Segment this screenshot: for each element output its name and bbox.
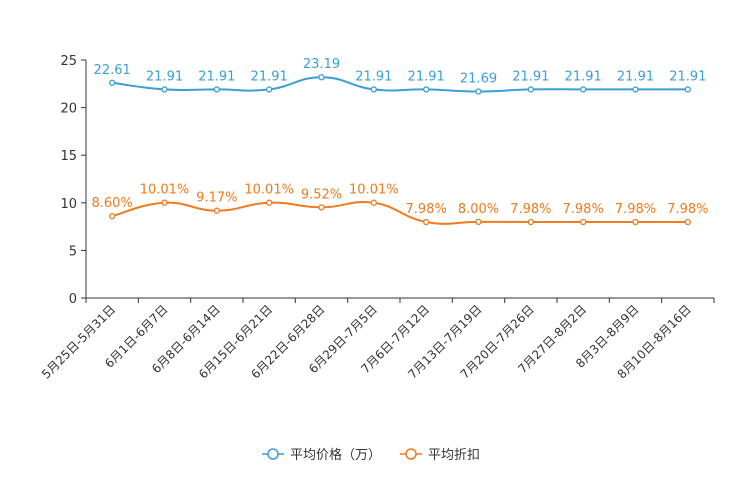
data-point[interactable]	[684, 86, 691, 93]
data-point[interactable]	[632, 86, 639, 93]
data-label: 7.98%	[510, 202, 551, 217]
data-label: 7.98%	[563, 202, 604, 217]
data-point[interactable]	[370, 86, 377, 93]
data-point[interactable]	[213, 207, 220, 214]
data-point[interactable]	[161, 199, 168, 206]
data-label: 10.01%	[244, 183, 294, 198]
axes: 05101520255月25日-5月31日6月1日-6月7日6月8日-6月14日…	[39, 54, 715, 382]
data-label: 22.61	[94, 63, 131, 78]
data-label: 9.17%	[196, 191, 237, 206]
data-point[interactable]	[370, 199, 377, 206]
data-label: 21.91	[408, 69, 445, 84]
data-label: 7.98%	[667, 202, 708, 217]
data-label: 8.60%	[92, 196, 133, 211]
data-point[interactable]	[109, 79, 116, 86]
data-point[interactable]	[266, 199, 273, 206]
data-point[interactable]	[632, 218, 639, 226]
data-label: 7.98%	[406, 202, 447, 217]
series-line	[112, 76, 688, 93]
series-line	[111, 200, 688, 225]
series-layer: 22.61 21.91 21.91 21.91 23.19 21.91 21.91 21.69…	[92, 57, 708, 226]
legend-marker-icon	[405, 448, 417, 460]
data-label: 21.69	[460, 72, 497, 87]
y-tick-label: 20	[60, 102, 77, 117]
legend-label: 平均价格（万）	[290, 447, 381, 463]
data-label: 21.91	[355, 69, 392, 84]
data-label: 8.00%	[458, 202, 499, 217]
data-point[interactable]	[109, 212, 116, 220]
data-point[interactable]	[527, 218, 534, 226]
legend-marker-icon	[267, 448, 279, 460]
y-tick-label: 10	[60, 197, 77, 212]
data-point[interactable]	[423, 218, 430, 226]
data-label: 21.91	[669, 69, 706, 84]
data-label: 10.01%	[140, 183, 190, 198]
legend-label: 平均折扣	[428, 448, 480, 463]
legend[interactable]: 平均价格（万） 平均折扣	[262, 447, 480, 463]
legend-item-2[interactable]: 平均折扣	[400, 448, 480, 463]
data-label: 23.19	[303, 57, 340, 72]
data-point[interactable]	[423, 86, 430, 93]
data-label: 21.91	[512, 69, 549, 84]
data-point[interactable]	[266, 86, 273, 93]
data-point[interactable]	[318, 74, 325, 81]
data-label: 21.91	[617, 69, 654, 84]
data-point[interactable]	[684, 218, 691, 226]
data-label: 21.91	[198, 69, 235, 84]
data-point[interactable]	[318, 204, 325, 211]
y-tick-label: 5	[69, 244, 77, 259]
data-label: 21.91	[565, 69, 602, 84]
data-label: 10.01%	[349, 183, 399, 198]
data-point[interactable]	[475, 218, 482, 225]
series-2: 8.60% 10.01% 9.17% 10.01% 9.52% 10.01% 7.98% 8.…	[92, 183, 708, 226]
data-point[interactable]	[580, 86, 587, 93]
y-tick-label: 0	[69, 292, 77, 307]
data-point[interactable]	[161, 86, 168, 93]
data-label: 7.98%	[615, 202, 656, 217]
series-1: 22.61 21.91 21.91 21.91 23.19 21.91 21.91 21.69…	[94, 57, 706, 95]
data-point[interactable]	[527, 86, 534, 93]
data-label: 21.91	[251, 69, 288, 84]
data-point[interactable]	[475, 88, 482, 95]
y-tick-label: 25	[60, 54, 77, 69]
data-label: 9.52%	[301, 187, 342, 202]
legend-item-1[interactable]: 平均价格（万）	[262, 447, 381, 463]
x-tick-label: 5月25日-5月31日	[39, 302, 118, 381]
data-point[interactable]	[213, 86, 220, 93]
data-point[interactable]	[580, 218, 587, 226]
data-label: 21.91	[146, 69, 183, 84]
y-tick-label: 15	[60, 149, 77, 164]
